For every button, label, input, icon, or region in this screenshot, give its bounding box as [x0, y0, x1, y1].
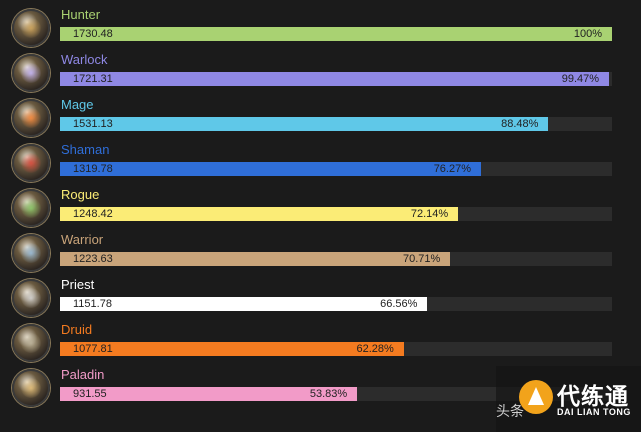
bar-track: 1248.42 72.14%	[60, 207, 612, 221]
bar-value-label: 1077.81	[73, 343, 113, 355]
rogue-class-icon	[12, 189, 50, 227]
bar-value-label: 1531.13	[73, 118, 113, 130]
class-name-label: Warlock	[61, 52, 108, 67]
class-name-label: Druid	[61, 322, 93, 337]
bar-value-label: 1248.42	[73, 208, 113, 220]
warlock-class-icon	[12, 54, 50, 92]
shaman-class-icon	[12, 144, 50, 182]
bar-hunter: 1730.48 100%	[60, 27, 612, 41]
bar-track: 1151.78 66.56%	[60, 297, 612, 311]
bar-percent-label: 66.56%	[380, 298, 418, 310]
watermark: 头条 代练通 DAI LIAN TONG	[496, 366, 641, 432]
class-name-label: Mage	[61, 97, 94, 112]
druid-class-icon	[12, 324, 50, 362]
bar-percent-label: 76.27%	[433, 163, 471, 175]
class-name-label: Rogue	[61, 187, 100, 202]
class-row-warlock: Warlock 1721.31 99.47%	[0, 50, 641, 95]
bar-track: 931.55 53.83%	[60, 387, 612, 401]
class-name-label: Shaman	[61, 142, 110, 157]
class-row-rogue: Rogue 1248.42 72.14%	[0, 185, 641, 230]
bar-mage: 1531.13 88.48%	[60, 117, 549, 131]
brand-subtitle: DAI LIAN TONG	[557, 407, 631, 417]
bar-percent-label: 70.71%	[403, 253, 441, 265]
class-row-hunter: Hunter 1730.48 100%	[0, 5, 641, 50]
bar-value-label: 1223.63	[73, 253, 113, 265]
bar-percent-label: 72.14%	[410, 208, 449, 220]
paladin-class-icon	[12, 369, 50, 407]
bar-shaman: 1319.78 76.27%	[60, 162, 481, 176]
class-name-label: Paladin	[61, 367, 105, 382]
class-row-warrior: Warrior 1223.63 70.71%	[0, 230, 641, 275]
bar-percent-label: 99.47%	[561, 73, 600, 85]
bar-rogue: 1248.42 72.14%	[60, 207, 459, 221]
bar-warrior: 1223.63 70.71%	[60, 252, 451, 266]
priest-class-icon	[12, 279, 50, 317]
bar-value-label: 931.55	[73, 388, 107, 400]
bar-priest: 1151.78 66.56%	[60, 297, 428, 311]
class-row-mage: Mage 1531.13 88.48%	[0, 95, 641, 140]
class-row-priest: Priest 1151.78 66.56%	[0, 275, 641, 320]
bar-track: 1223.63 70.71%	[60, 252, 612, 266]
watermark-source-text: 头条	[496, 403, 524, 419]
class-row-druid: Druid 1077.81 62.28%	[0, 320, 641, 365]
bar-track: 1721.31 99.47%	[60, 72, 612, 86]
bar-value-label: 1151.78	[73, 298, 112, 310]
bar-percent-label: 62.28%	[356, 343, 394, 355]
bar-value-label: 1721.31	[73, 73, 113, 85]
class-name-label: Priest	[61, 277, 95, 292]
bar-value-label: 1730.48	[73, 28, 113, 40]
brand-logo-icon	[519, 380, 553, 414]
class-row-shaman: Shaman 1319.78 76.27%	[0, 140, 641, 185]
bar-paladin: 931.55 53.83%	[60, 387, 358, 401]
bar-track: 1531.13 88.48%	[60, 117, 612, 131]
bar-warlock: 1721.31 99.47%	[60, 72, 610, 86]
brand-name: 代练通	[557, 383, 629, 409]
bar-percent-label: 88.48%	[501, 118, 539, 130]
bar-druid: 1077.81 62.28%	[60, 342, 404, 356]
class-row-paladin: Paladin 931.55 53.83%	[0, 365, 641, 410]
bar-percent-label: 53.83%	[309, 388, 348, 400]
mage-class-icon	[12, 99, 50, 137]
class-name-label: Hunter	[61, 7, 101, 22]
bar-percent-label: 100%	[573, 28, 602, 40]
bar-track: 1319.78 76.27%	[60, 162, 612, 176]
hunter-class-icon	[12, 9, 50, 47]
bar-track: 1077.81 62.28%	[60, 342, 612, 356]
class-name-label: Warrior	[61, 232, 104, 247]
bar-track: 1730.48 100%	[60, 27, 612, 41]
bar-value-label: 1319.78	[73, 163, 113, 175]
warrior-class-icon	[12, 234, 50, 272]
